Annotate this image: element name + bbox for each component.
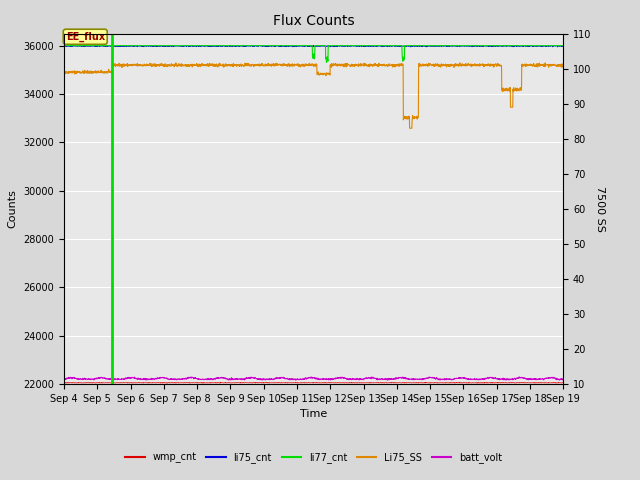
- Title: Flux Counts: Flux Counts: [273, 14, 355, 28]
- Legend: wmp_cnt, li75_cnt, li77_cnt, Li75_SS, batt_volt: wmp_cnt, li75_cnt, li77_cnt, Li75_SS, ba…: [121, 448, 506, 467]
- Y-axis label: Counts: Counts: [8, 190, 18, 228]
- X-axis label: Time: Time: [300, 409, 327, 419]
- Text: EE_flux: EE_flux: [66, 32, 105, 42]
- Y-axis label: 7500 SS: 7500 SS: [595, 186, 605, 232]
